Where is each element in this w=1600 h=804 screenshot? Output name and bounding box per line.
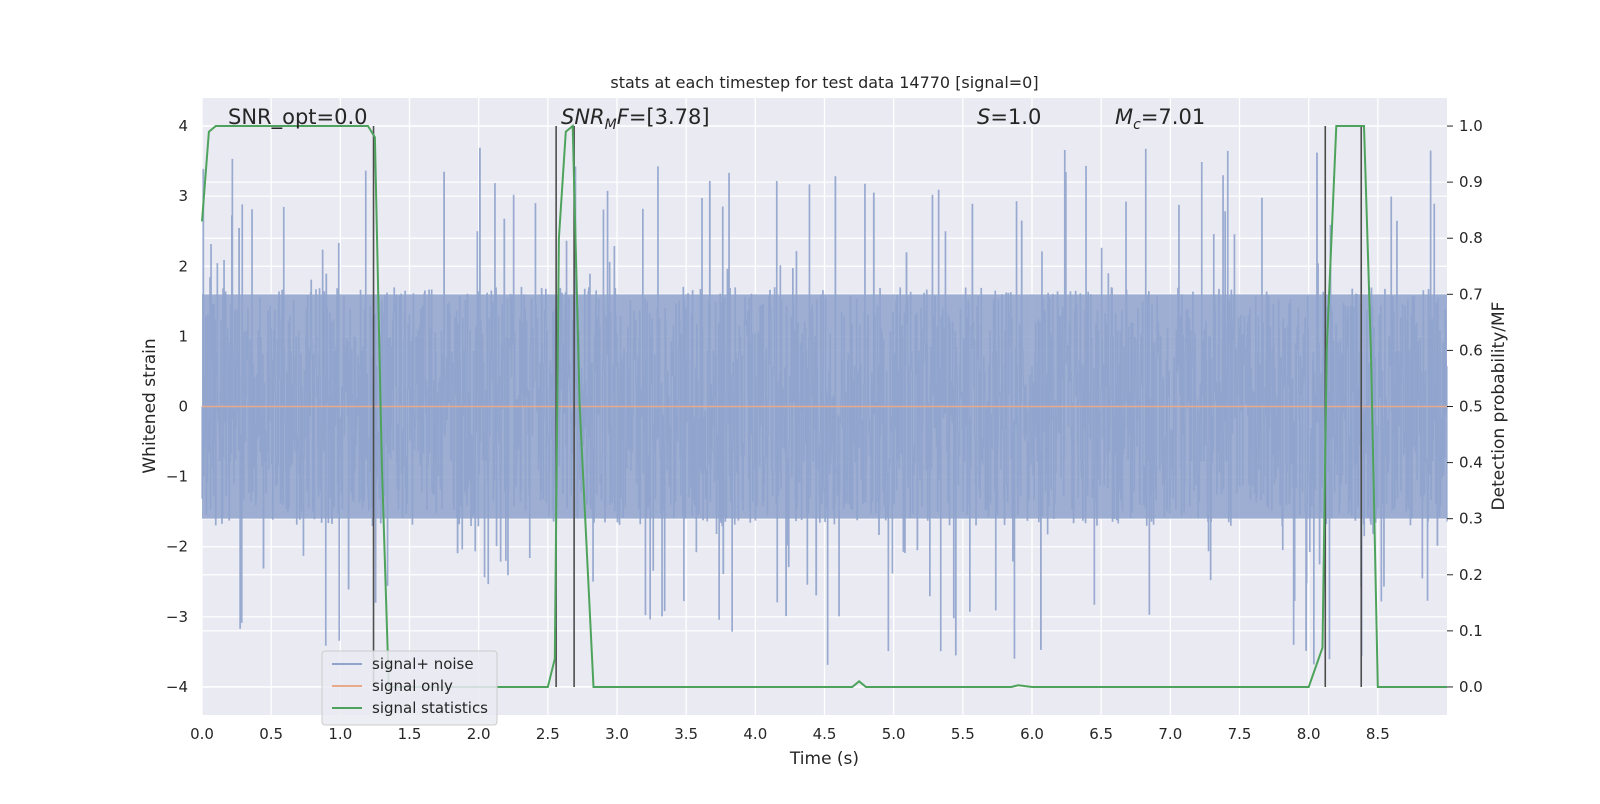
y-right-tick-label: 0.7	[1459, 285, 1483, 303]
x-tick-label: 1.5	[398, 725, 422, 743]
x-tick-label: 3.0	[605, 725, 629, 743]
annotation-s: S=1.0	[977, 105, 1041, 129]
y-right-tick-label: 0.4	[1459, 454, 1483, 472]
x-tick-label: 2.0	[467, 725, 491, 743]
y-right-tick-label: 0.9	[1459, 173, 1483, 191]
y-tick-label: 0	[178, 398, 188, 416]
y-tick-label: 3	[178, 187, 188, 205]
legend-label-signal-statistics: signal statistics	[372, 699, 488, 717]
x-tick-label: 7.0	[1158, 725, 1182, 743]
legend-label-signal-plus-noise: signal+ noise	[372, 655, 474, 673]
x-tick-label: 3.5	[674, 725, 698, 743]
chart-title: stats at each timestep for test data 147…	[610, 73, 1038, 92]
x-tick-label: 5.0	[882, 725, 906, 743]
legend-box	[321, 650, 498, 726]
signal-statistics-series	[201, 123, 1447, 688]
axis-ticks: 0.0 0.5 1.0 1.5 2.0 2.5 3.0 3.5 4.0 4.5 5.0 5.5 6.0 6…	[166, 117, 1483, 743]
x-tick-label: 8.0	[1297, 725, 1321, 743]
x-tick-label: 0.0	[190, 725, 214, 743]
legend: signal+ noise signal only signal statist…	[321, 650, 498, 726]
y-right-tick-label: 0.2	[1459, 566, 1483, 584]
y-right-tick-label: 0.0	[1459, 678, 1483, 696]
y-right-axis-label: Detection probability/MF	[1489, 302, 1509, 511]
x-axis-label: Time (s)	[789, 749, 859, 769]
y-axis-label: Whitened strain	[140, 338, 160, 473]
x-tick-label: 7.5	[1228, 725, 1252, 743]
x-tick-label: 4.0	[743, 725, 767, 743]
x-tick-label: 8.5	[1366, 725, 1390, 743]
annotation-mc: Mc=7.01	[1115, 105, 1205, 133]
y-tick-label: 1	[178, 327, 188, 345]
y-right-tick-label: 0.5	[1459, 398, 1483, 416]
x-tick-label: 6.5	[1089, 725, 1113, 743]
legend-label-signal-only: signal only	[372, 677, 453, 695]
x-tick-label: 1.0	[328, 725, 352, 743]
x-tick-label: 0.5	[259, 725, 283, 743]
y-right-tick-label: 1.0	[1459, 117, 1483, 135]
y-right-tick-label: 0.6	[1459, 341, 1483, 359]
y-tick-label: 4	[178, 117, 188, 135]
x-tick-label: 4.5	[813, 725, 837, 743]
y-right-tick-label: 0.3	[1459, 510, 1483, 528]
signal-statistics-line	[201, 123, 1447, 688]
annotation-mc-value: =7.01	[1141, 105, 1205, 129]
y-right-tick-label: 0.1	[1459, 622, 1483, 640]
x-tick-label: 6.0	[1020, 725, 1044, 743]
y-tick-label: −2	[166, 538, 188, 556]
x-tick-label: 5.5	[951, 725, 975, 743]
annotation-snr-mf: SNRMF=[3.78]	[561, 105, 710, 133]
y-right-tick-label: 0.8	[1459, 229, 1483, 247]
x-tick-label: 2.5	[536, 725, 560, 743]
annotation-snr-opt: SNR_opt=0.0	[228, 105, 368, 130]
annotation-s-value: =1.0	[990, 105, 1041, 129]
annotation-snr-mf-value: =[3.78]	[629, 105, 710, 129]
y-tick-label: 2	[178, 257, 188, 275]
y-tick-label: −3	[166, 608, 188, 626]
y-tick-label: −1	[166, 468, 188, 486]
y-tick-label: −4	[166, 678, 188, 696]
